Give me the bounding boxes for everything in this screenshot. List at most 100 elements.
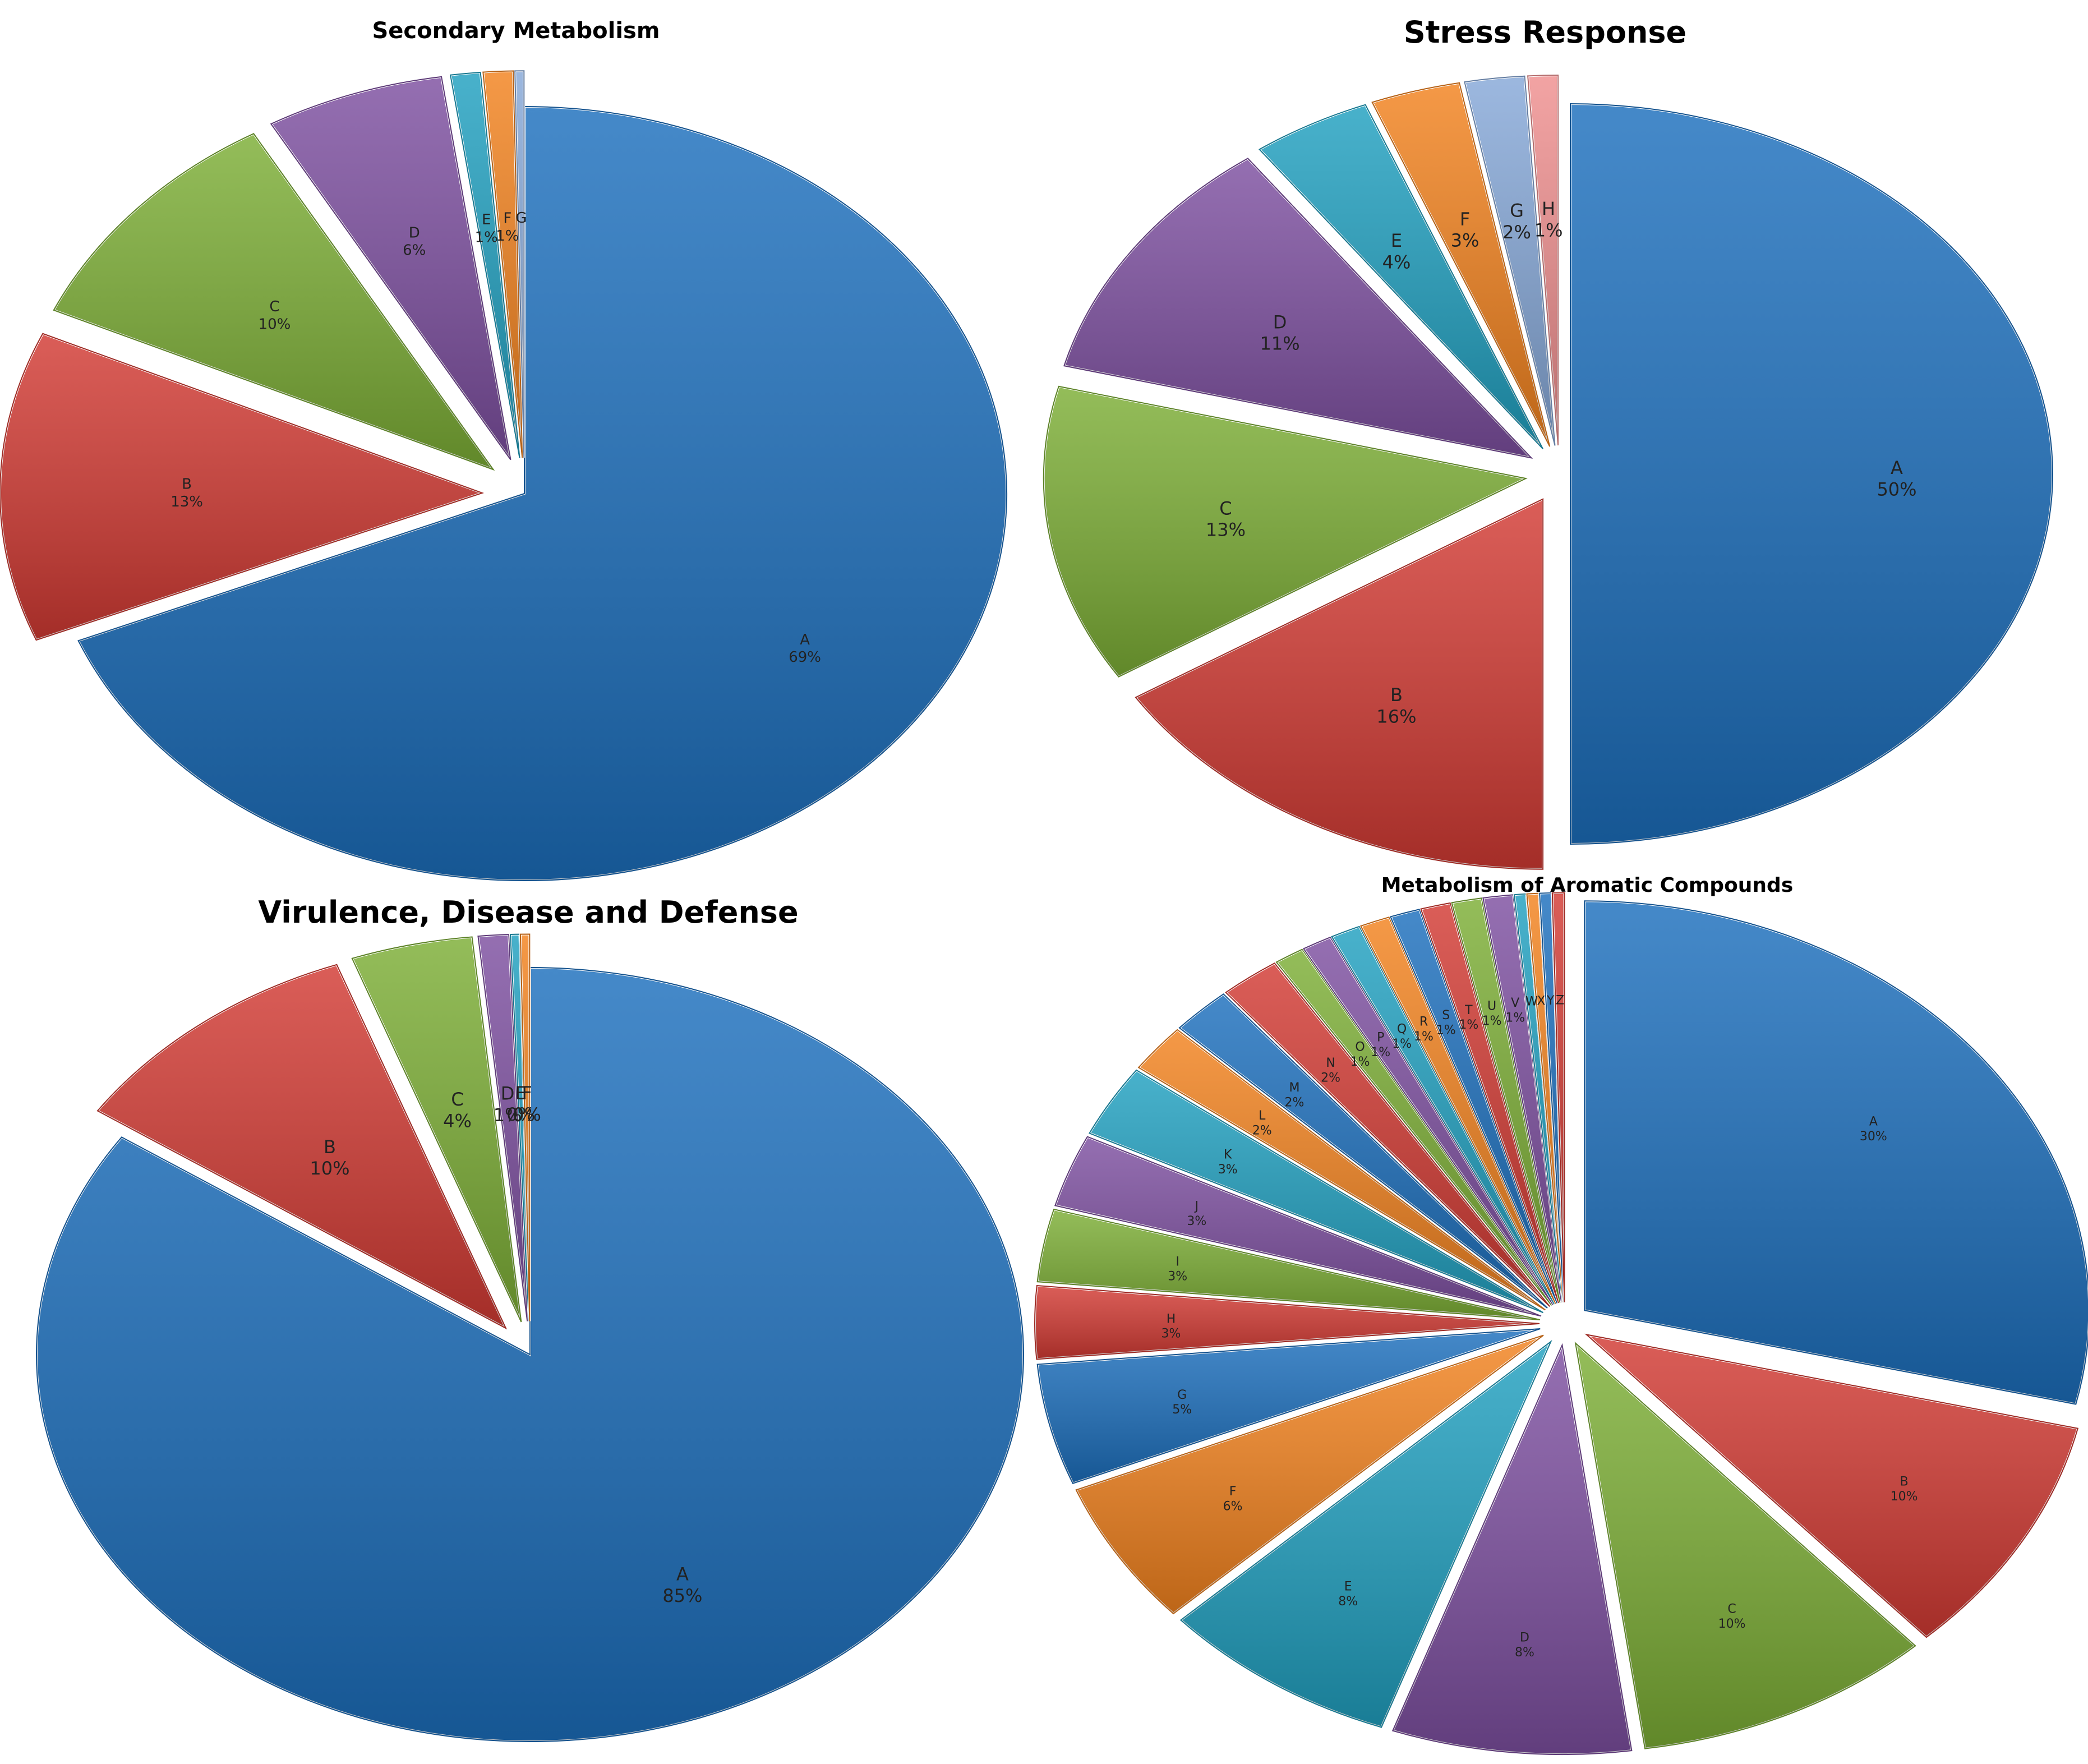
pie-slice-shading-f bbox=[519, 933, 531, 1321]
slice-percent-label: 3% bbox=[1187, 1214, 1206, 1228]
pie-slice-shading-a bbox=[1584, 900, 2088, 1405]
slice-category-label: G bbox=[515, 210, 527, 227]
slice-percent-label: 13% bbox=[170, 494, 203, 510]
slice-category-label: C bbox=[269, 298, 279, 315]
slice-category-label: D bbox=[1520, 1631, 1529, 1645]
pie-slice-shading-u bbox=[1451, 897, 1561, 1303]
pie-slice-shading-o bbox=[1275, 948, 1552, 1306]
slice-category-label: E bbox=[515, 1083, 527, 1104]
slice-category-label: A bbox=[1869, 1115, 1878, 1129]
slice-percent-label: 1% bbox=[1534, 220, 1563, 241]
slice-category-label: E bbox=[1391, 230, 1402, 251]
slice-percent-label: 8% bbox=[1515, 1646, 1534, 1660]
slice-category-label: T bbox=[1464, 1003, 1473, 1017]
slice-percent-label: 13% bbox=[1206, 519, 1246, 541]
slice-percent-label: 1% bbox=[1392, 1037, 1412, 1051]
slice-category-label: J bbox=[1194, 1200, 1199, 1214]
slice-category-label: M bbox=[1289, 1081, 1299, 1095]
pie-slice-shading-b bbox=[1584, 1333, 2079, 1638]
pie-slice-shading-l bbox=[1137, 1029, 1546, 1311]
pie-slice-shading-g bbox=[514, 70, 525, 458]
pie-chart-stress-response: Stress Response A50% B16% C13% D11% E4% F3% G2… bbox=[1042, 15, 2054, 871]
pie-slice-shading-e bbox=[449, 71, 520, 458]
slice-category-label: B bbox=[1390, 684, 1403, 706]
pie-slice-shading-c bbox=[351, 936, 522, 1323]
slice-percent-label: 50% bbox=[1877, 478, 1916, 500]
slice-category-label: F bbox=[503, 210, 511, 227]
pie-slice-shading-a bbox=[77, 105, 1007, 881]
slice-percent-label: 1% bbox=[1371, 1045, 1390, 1060]
slice-percent-label: 2% bbox=[1502, 222, 1531, 243]
slice-percent-label: 3% bbox=[1451, 230, 1479, 251]
slice-percent-label: 85% bbox=[662, 1585, 702, 1606]
slice-category-label: F bbox=[1460, 208, 1470, 229]
slice-percent-label: 1% bbox=[1350, 1055, 1370, 1069]
slice-category-label: Z bbox=[1556, 994, 1564, 1008]
slice-category-label: U bbox=[1487, 999, 1496, 1013]
slice-category-label: D bbox=[409, 224, 420, 241]
pie-slice-shading-e bbox=[1179, 1339, 1552, 1728]
slice-percent-label: 1% bbox=[496, 228, 519, 245]
chart-title-metabolism-aromatic-compounds: Metabolism of Aromatic Compounds bbox=[1381, 874, 1794, 897]
slice-category-label: G bbox=[1177, 1388, 1187, 1402]
pie-slice-shading-c bbox=[1043, 385, 1528, 678]
slice-category-label: R bbox=[1419, 1015, 1428, 1029]
slice-category-label: B bbox=[1900, 1475, 1909, 1489]
slice-percent-label: 0% bbox=[513, 1104, 541, 1125]
pie-slice-shading-c bbox=[53, 133, 495, 471]
pie-slice-shading-z bbox=[1551, 892, 1565, 1302]
slice-category-label: B bbox=[182, 476, 192, 493]
slice-category-label: Y bbox=[1546, 994, 1555, 1008]
slice-percent-label: 4% bbox=[443, 1110, 472, 1131]
slice-category-label: H bbox=[1167, 1312, 1176, 1326]
pie-slice-shading-a bbox=[36, 966, 1024, 1742]
slice-percent-label: 10% bbox=[1891, 1490, 1918, 1504]
pie-slice-shading-f bbox=[1371, 82, 1551, 447]
slice-percent-label: 10% bbox=[1718, 1617, 1746, 1631]
slice-percent-label: 4% bbox=[1382, 252, 1411, 273]
slice-percent-label: 1% bbox=[1436, 1024, 1456, 1038]
slice-percent-label: 6% bbox=[403, 242, 426, 259]
slice-category-label: K bbox=[1224, 1148, 1232, 1162]
slice-percent-label: 1% bbox=[1459, 1018, 1478, 1032]
slice-category-label: C bbox=[1219, 498, 1232, 519]
slice-percent-label: 3% bbox=[1168, 1270, 1187, 1284]
pie-slice-shading-b bbox=[0, 333, 485, 641]
slice-percent-label: 1% bbox=[1482, 1014, 1502, 1028]
pie-slice-shading-h bbox=[1034, 1284, 1540, 1360]
pie-slice-shading-b bbox=[1135, 498, 1544, 870]
slice-percent-label: 6% bbox=[1223, 1500, 1243, 1514]
pie-slice-shading-d bbox=[1391, 1343, 1633, 1756]
slice-percent-label: 0% bbox=[506, 1104, 535, 1125]
pie-chart-virulence-disease-defense: Virulence, Disease and Defense A85% B10% C… bbox=[35, 895, 1025, 1743]
pie-chart-metabolism-aromatic-compounds: Metabolism of Aromatic Compounds A30%B10… bbox=[1034, 874, 2088, 1756]
pie-slice-shading-t bbox=[1420, 902, 1559, 1304]
slice-category-label: A bbox=[800, 632, 810, 648]
pie-slice-shading-a bbox=[1570, 103, 2053, 845]
pie-slice-shading-j bbox=[1054, 1136, 1542, 1317]
slice-category-label: C bbox=[1727, 1602, 1736, 1616]
pie-slice-shading-m bbox=[1178, 993, 1548, 1309]
chart-title-stress-response: Stress Response bbox=[1404, 15, 1686, 50]
pie-slice-shading-g bbox=[1036, 1328, 1541, 1485]
slice-percent-label: 2% bbox=[1252, 1123, 1272, 1137]
slice-category-label: W bbox=[1525, 995, 1538, 1009]
slice-category-label: I bbox=[1176, 1255, 1179, 1269]
slice-category-label: Q bbox=[1397, 1023, 1407, 1037]
slice-percent-label: 1% bbox=[1414, 1030, 1434, 1044]
slice-percent-label: 10% bbox=[259, 316, 291, 333]
pie-slice-shading-f bbox=[482, 70, 523, 458]
slice-percent-label: 1% bbox=[475, 229, 498, 246]
chart-title-secondary-metabolism: Secondary Metabolism bbox=[372, 18, 660, 44]
slice-percent-label: 2% bbox=[1321, 1071, 1340, 1085]
slice-category-label: D bbox=[1273, 311, 1287, 333]
slice-category-label: E bbox=[1344, 1579, 1352, 1593]
slice-category-label: B bbox=[324, 1136, 336, 1158]
pie-slice-shading-n bbox=[1225, 962, 1551, 1307]
slice-percent-label: 11% bbox=[1260, 333, 1300, 354]
slice-category-label: F bbox=[522, 1083, 532, 1104]
pie-slice-shading-s bbox=[1389, 909, 1558, 1304]
pie-slice-shading-e bbox=[1258, 104, 1543, 449]
slice-category-label: O bbox=[1355, 1040, 1365, 1054]
